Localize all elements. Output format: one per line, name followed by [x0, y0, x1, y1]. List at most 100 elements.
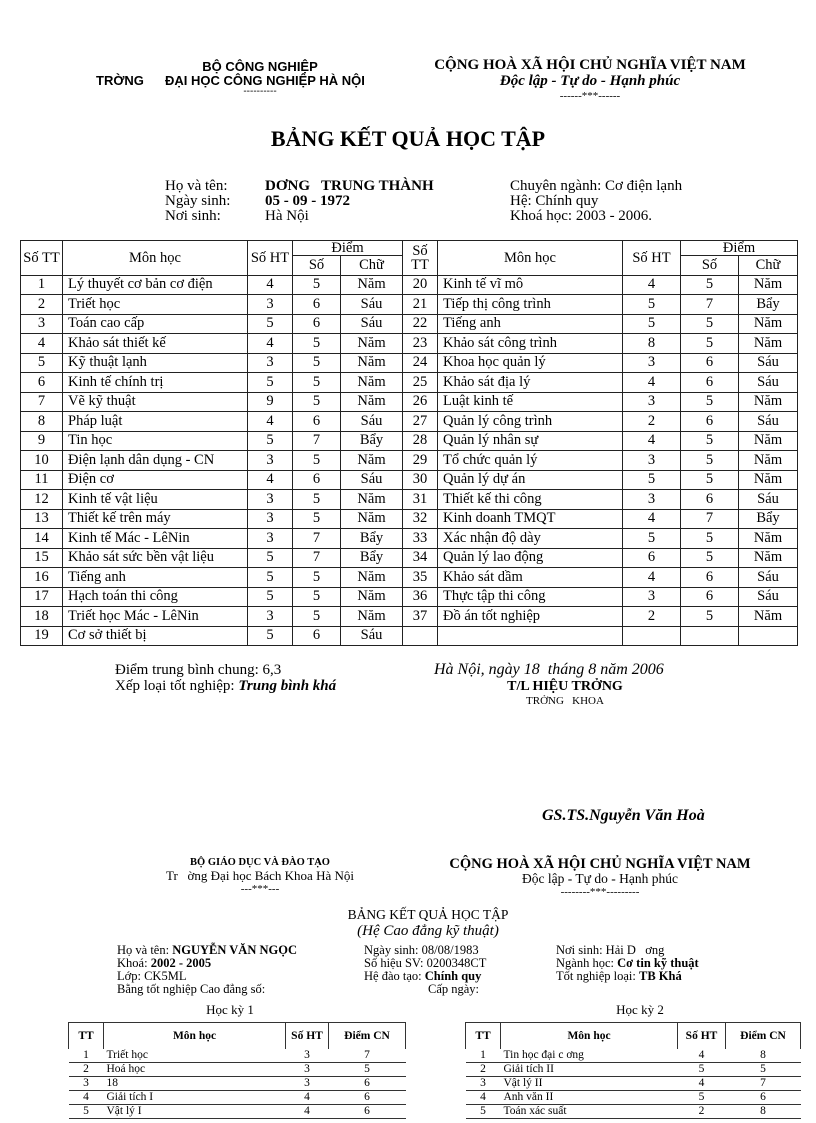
cell-ht: 3: [247, 352, 293, 373]
table-row: 1 Tin học đại c ơng 4 8: [465, 1049, 801, 1063]
cell-score-word: Năm: [340, 274, 403, 295]
cell-ht: 3: [622, 450, 681, 471]
header-tt: TT: [68, 1022, 104, 1049]
cell-subject: Pháp luật: [62, 411, 248, 432]
school-divider: ----------: [243, 86, 277, 97]
cell-stt: 24: [402, 352, 438, 373]
table-row: 4 Anh văn II 5 6: [465, 1090, 801, 1105]
cell-stt: 34: [402, 547, 438, 568]
cell-ht: 3: [622, 352, 681, 373]
cell-score-number: 6: [680, 352, 739, 373]
cell-score-word: Sáu: [340, 469, 403, 490]
cell-subject: Quản lý lao động: [437, 547, 623, 568]
header-score-number: Số: [292, 255, 341, 276]
cell-score-number: [680, 625, 739, 646]
cell-subject: Giải tích II: [500, 1062, 678, 1077]
header-score: Điểm CN: [328, 1022, 406, 1049]
cell-ht: 3: [285, 1076, 329, 1091]
cell-tt: 4: [68, 1090, 104, 1105]
cell-ht: 3: [285, 1049, 329, 1063]
cell-stt: 4: [20, 333, 63, 354]
cell-score-number: 7: [292, 528, 341, 549]
table-row: 5 Kỹ thuật lạnh 3 5 Năm 24 Khoa học quản lý 3 6 S…: [20, 352, 798, 373]
cell-score-number: 5: [292, 372, 341, 393]
cell-score-number: 5: [680, 430, 739, 451]
course-2: 2002 - 2005: [150, 956, 212, 970]
cell-stt: 35: [402, 567, 438, 588]
cell-score-number: 5: [680, 606, 739, 627]
document-subtitle-2: (Hệ Cao đẳng kỹ thuật): [357, 923, 499, 939]
cell-ht: 3: [622, 391, 681, 412]
dob-2: Ngày sinh: 08/08/1983: [364, 943, 479, 957]
cell-score-word: Bẩy: [738, 508, 798, 529]
cell-stt: 16: [20, 567, 63, 588]
pob-2: Nơi sinh: Hải D ơng: [556, 943, 665, 957]
header-score-word: Chữ: [340, 255, 403, 276]
cell-score-word: Bẩy: [340, 430, 403, 451]
cell-subject: Triết học: [103, 1049, 286, 1063]
cell-subject: Hoá học: [103, 1062, 286, 1077]
semester-2-title: Học kỳ 2: [616, 1002, 664, 1017]
cell-score: 7: [328, 1049, 406, 1063]
cell-stt: 37: [402, 606, 438, 627]
cell-ht: 4: [622, 372, 681, 393]
header-score-number: Số: [680, 255, 739, 276]
cell-stt: 33: [402, 528, 438, 549]
cell-score-number: 5: [680, 333, 739, 354]
cell-subject: Quản lý công trình: [437, 411, 623, 432]
motto: Độc lập - Tự do - Hạnh phúc: [499, 73, 681, 89]
table-row: 2 Hoá học 3 5: [68, 1062, 406, 1077]
cell-score-word: Năm: [340, 352, 403, 373]
cell-subject: Tin học: [62, 430, 248, 451]
system-2: Chính quy: [424, 969, 482, 983]
cell-subject: Khảo sát địa lý: [437, 372, 623, 393]
table-row: 1 Lý thuyết cơ bản cơ điện 4 5 Năm 20 Kinh tế …: [20, 274, 798, 295]
cell-ht: 3: [247, 508, 293, 529]
header-score-word: Chữ: [738, 255, 798, 276]
cell-score-word: Bẩy: [738, 294, 798, 315]
motto-2: Độc lập - Tự do - Hạnh phúc: [522, 871, 678, 886]
table-row: 3 Vật lý II 4 7: [465, 1076, 801, 1091]
cell-score-number: 5: [680, 274, 739, 295]
cell-subject: Vật lý II: [500, 1076, 678, 1091]
cell-ht: 4: [622, 430, 681, 451]
cell-score-number: 5: [680, 528, 739, 549]
course-label-2: Khoá:: [117, 956, 151, 970]
cell-stt: 30: [402, 469, 438, 490]
cell-ht: 5: [622, 469, 681, 490]
cell-score-word: Sáu: [738, 411, 798, 432]
cell-score: 6: [328, 1076, 406, 1091]
cell-ht: 3: [622, 586, 681, 607]
cell-stt: 17: [20, 586, 63, 607]
cell-subject: [437, 625, 623, 646]
header-ht: Số HT: [622, 240, 681, 276]
cell-stt: 14: [20, 528, 63, 549]
table-row: 11 Điện cơ 4 6 Sáu 30 Quản lý dự án 5 5 Năm: [20, 469, 798, 490]
cell-score-number: 5: [680, 469, 739, 490]
cell-subject: Cơ sở thiết bị: [62, 625, 248, 646]
republic-title: CỘNG HOÀ XÃ HỘI CHỦ NGHĨA VIỆT NAM: [434, 57, 746, 73]
cell-score-word: Năm: [340, 508, 403, 529]
cell-score-number: 5: [292, 586, 341, 607]
cell-tt: 3: [465, 1076, 501, 1091]
cell-score-word: Sáu: [738, 586, 798, 607]
cell-stt: 8: [20, 411, 63, 432]
cell-subject: Kỹ thuật lạnh: [62, 352, 248, 373]
cell-subject: Giải tích I: [103, 1090, 286, 1105]
cell-ht: 5: [247, 547, 293, 568]
cell-score: 5: [328, 1062, 406, 1077]
header-tt: TT: [465, 1022, 501, 1049]
cell-subject: Anh văn II: [500, 1090, 678, 1105]
cell-score-number: 5: [292, 450, 341, 471]
class-2: Lớp: CK5ML: [117, 969, 187, 983]
summary: Điểm trung bình chung: 6,3 Xếp loại tốt …: [115, 662, 336, 694]
cell-subject: Vật lý I: [103, 1104, 286, 1119]
pob-value: Hà Nội: [265, 208, 309, 224]
cell-ht: 3: [247, 528, 293, 549]
cell-score-word: Năm: [738, 274, 798, 295]
cell-subject: Tiếp thị công trình: [437, 294, 623, 315]
cell-ht: 2: [622, 411, 681, 432]
major-label-2: Ngành học:: [556, 956, 618, 970]
cell-score-word: Sáu: [738, 372, 798, 393]
